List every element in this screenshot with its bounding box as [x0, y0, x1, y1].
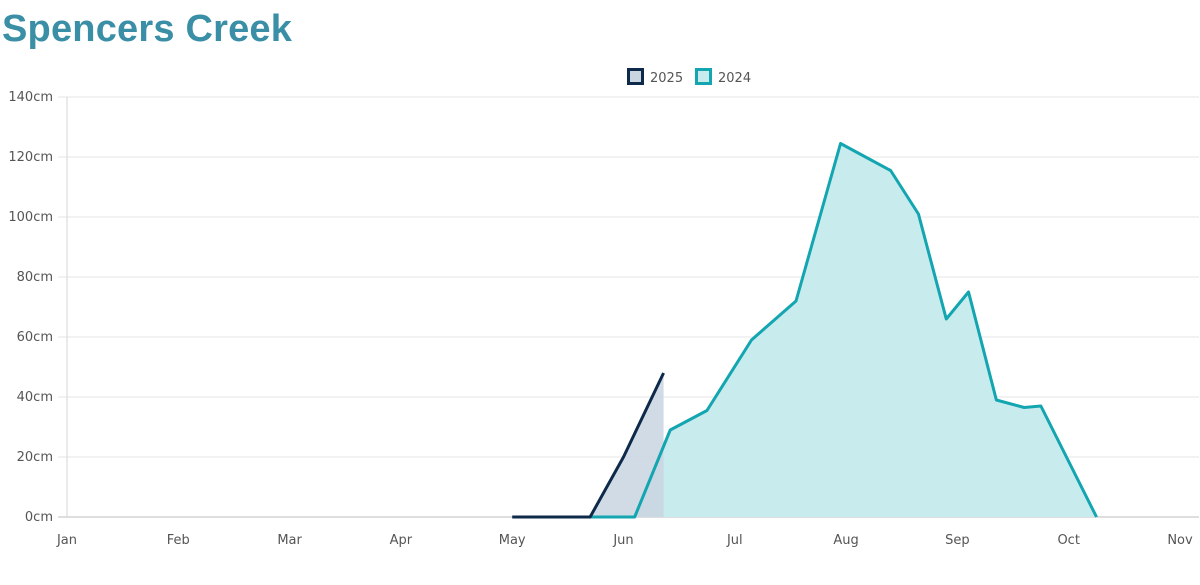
x-tick-label: Aug [833, 533, 858, 548]
legend-label-2024[interactable]: 2024 [718, 71, 751, 86]
x-tick-label: May [499, 533, 526, 548]
series-areas [512, 143, 1097, 517]
area-2024 [590, 143, 1097, 517]
series-lines [512, 142, 1098, 519]
x-tick-label: Jun [612, 533, 633, 548]
page-title: Spencers Creek [2, 8, 293, 50]
x-tick-label: Jan [56, 533, 77, 548]
y-tick-label: 120cm [8, 150, 53, 165]
y-axis-ticks: 0cm 20cm 40cm 60cm 80cm 100cm 120cm 140cm [8, 90, 53, 525]
legend-swatch-2024[interactable] [695, 68, 712, 85]
x-tick-label: Feb [167, 533, 190, 548]
legend-swatch-2025[interactable] [627, 68, 644, 85]
area-2025 [512, 373, 664, 517]
y-tick-label: 0cm [25, 510, 53, 525]
legend-label-2025[interactable]: 2025 [650, 71, 683, 86]
x-axis-ticks: Jan Feb Mar Apr May Jun Jul Aug Sep Oct Nov [56, 533, 1193, 548]
y-tick-label: 60cm [17, 330, 53, 345]
legend: 2025 2024 [627, 68, 751, 86]
y-tick-label: 20cm [17, 450, 53, 465]
y-tick-label: 140cm [8, 90, 53, 105]
y-tick-label: 80cm [17, 270, 53, 285]
line-2025 [512, 372, 665, 519]
line-2024 [590, 142, 1098, 519]
x-tick-label: Nov [1167, 533, 1193, 548]
y-tick-label: 40cm [17, 390, 53, 405]
x-tick-label: Jul [726, 533, 743, 548]
x-tick-label: Apr [390, 533, 413, 548]
x-tick-label: Mar [277, 533, 302, 548]
x-tick-label: Sep [945, 533, 970, 548]
x-tick-label: Oct [1057, 533, 1079, 548]
y-tick-label: 100cm [8, 210, 53, 225]
